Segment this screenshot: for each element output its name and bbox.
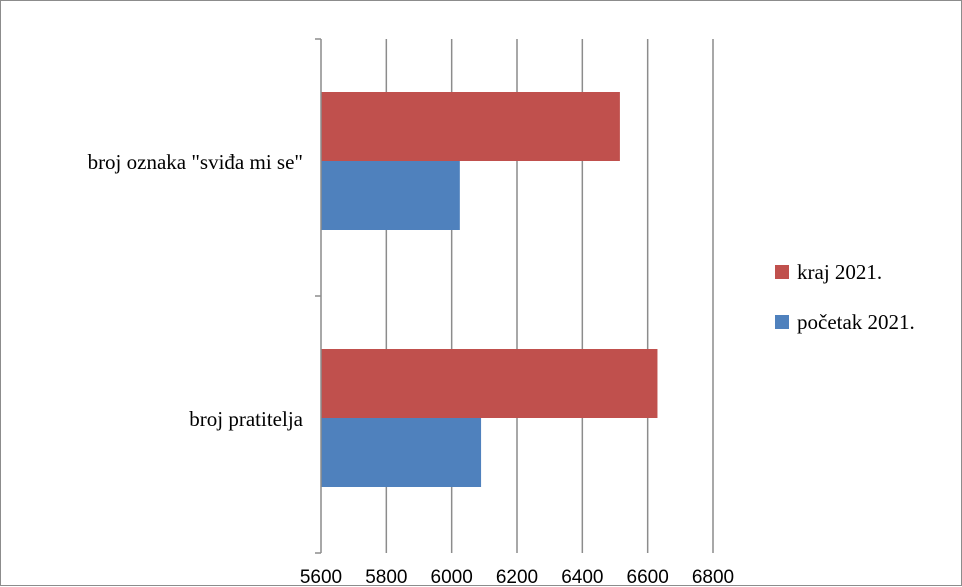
bar-1-0 (321, 349, 658, 418)
bar-0-0 (321, 92, 620, 161)
tick-label-6000: 6000 (431, 567, 473, 587)
legend-label-0: kraj 2021. (797, 260, 882, 284)
legend-swatch-1 (775, 315, 789, 329)
value-axis-tick-labels: 5600 5800 6000 6200 6400 6600 6800 (300, 567, 734, 587)
legend: kraj 2021. početak 2021. (775, 260, 915, 334)
bar-0-1 (321, 161, 460, 230)
bars (321, 92, 658, 487)
tick-label-6200: 6200 (496, 567, 538, 587)
tick-label-6800: 6800 (692, 567, 734, 587)
tick-label-6400: 6400 (561, 567, 603, 587)
tick-label-5800: 5800 (365, 567, 407, 587)
category-label-0: broj oznaka "sviđa mi se" (88, 150, 303, 174)
tick-label-6600: 6600 (627, 567, 669, 587)
tick-label-5600: 5600 (300, 567, 342, 587)
legend-swatch-0 (775, 265, 789, 279)
category-labels: broj oznaka "sviđa mi se" broj pratitelja (88, 150, 304, 431)
bar-1-1 (321, 418, 482, 487)
category-label-1: broj pratitelja (189, 407, 303, 431)
legend-label-1: početak 2021. (797, 310, 915, 334)
category-axis (315, 38, 322, 554)
